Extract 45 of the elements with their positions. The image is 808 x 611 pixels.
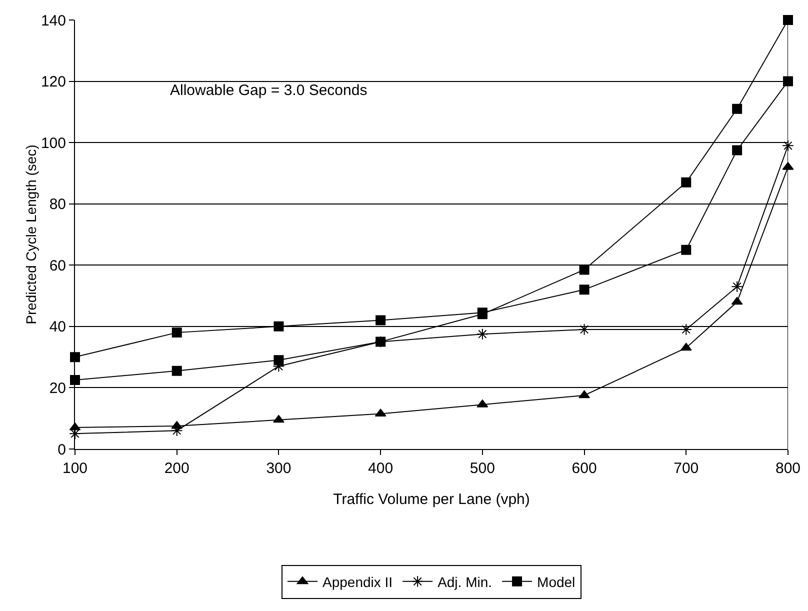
point — [172, 328, 182, 338]
legend-label: Appendix II — [322, 574, 393, 590]
y-tick-label: 60 — [49, 257, 66, 274]
y-tick-label: 80 — [49, 196, 66, 214]
x-tick-label: 300 — [266, 460, 292, 477]
x-tick-label: 700 — [674, 460, 699, 477]
point — [70, 375, 80, 386]
y-axis-title: Predicted Cycle Length (sec) — [22, 144, 39, 324]
point — [782, 140, 794, 152]
y-tick-label: 100 — [40, 134, 66, 152]
point — [273, 414, 284, 423]
point — [476, 328, 488, 340]
point — [783, 76, 793, 86]
x-tick-label: 600 — [572, 460, 597, 477]
legend-label: Adj. Min. — [438, 574, 492, 590]
annotation: Allowable Gap = 3.0 Seconds — [170, 82, 368, 99]
point — [731, 296, 743, 305]
x-axis-title: Traffic Volume per Lane (vph) — [333, 491, 530, 508]
point — [681, 177, 692, 188]
x-tick-label: 500 — [470, 460, 495, 477]
point — [732, 104, 742, 114]
point — [732, 145, 742, 156]
point — [579, 284, 590, 295]
point — [172, 366, 182, 376]
x-tick-label: 400 — [368, 460, 394, 477]
point — [680, 342, 692, 351]
x-tick-label: 800 — [775, 460, 801, 477]
point — [731, 280, 743, 292]
y-tick-label: 40 — [49, 318, 66, 336]
y-tick-label: 120 — [40, 74, 66, 91]
point — [376, 315, 386, 326]
point — [783, 15, 793, 25]
point — [578, 390, 590, 398]
x-tick-label: 100 — [62, 460, 88, 477]
y-tick-label: 20 — [49, 380, 66, 397]
point — [374, 408, 386, 417]
x-tick-label: 200 — [164, 460, 190, 477]
point — [579, 264, 590, 275]
point — [274, 321, 284, 332]
y-tick-label: 0 — [58, 441, 66, 458]
point — [70, 352, 80, 362]
point — [681, 244, 692, 255]
legend-label: Model — [537, 574, 576, 590]
point — [274, 355, 284, 366]
y-tick-label: 140 — [40, 12, 66, 30]
